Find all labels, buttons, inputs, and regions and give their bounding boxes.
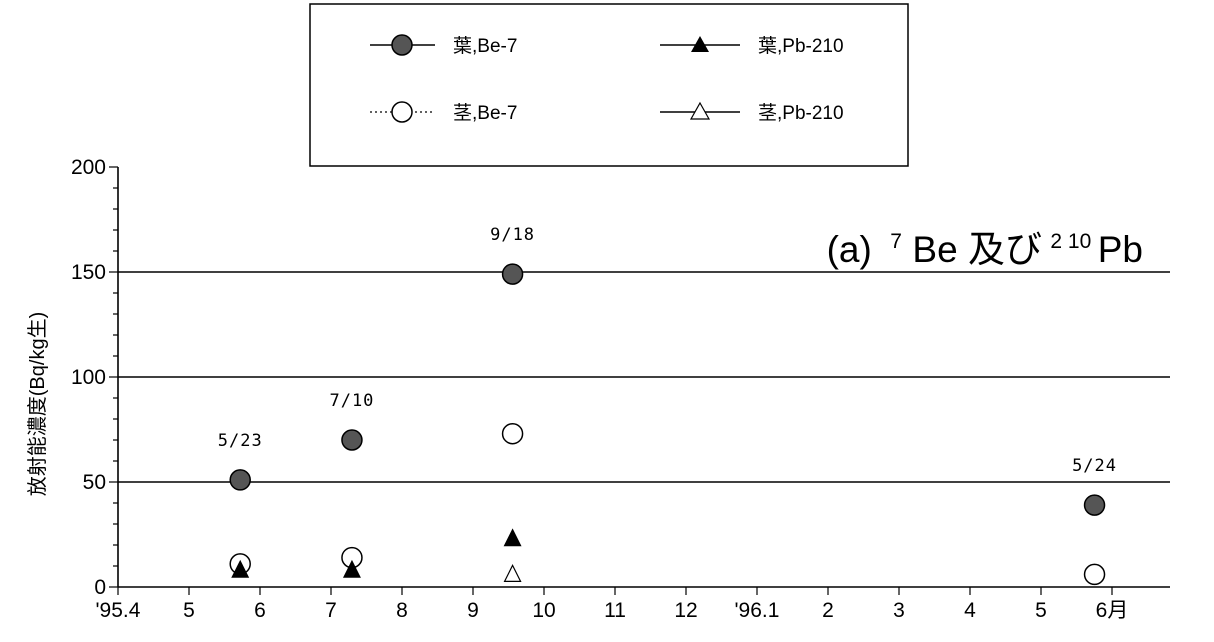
- data-point-filled-triangle: [342, 559, 361, 578]
- x-tick-label: 5: [1035, 599, 1047, 622]
- title-prefix: (a): [827, 229, 872, 270]
- legend-item-leaf-pb210: 葉,Pb-210: [660, 35, 844, 57]
- legend-label: 葉,Pb-210: [758, 35, 844, 57]
- y-tick-label: 100: [71, 366, 106, 389]
- data-point-filled-circle: [341, 429, 363, 451]
- x-tick-label: 6: [254, 599, 266, 622]
- data-point-filled-circle: [229, 469, 251, 491]
- date-annotation: 5/23: [218, 431, 263, 451]
- x-tick-label: 5: [183, 599, 195, 622]
- title-suffix: Pb: [1098, 229, 1143, 270]
- y-tick-label: 200: [71, 156, 106, 179]
- data-point-open-circle: [1083, 563, 1106, 586]
- legend-box: [309, 3, 909, 167]
- title-mid: Be 及び: [912, 229, 1042, 270]
- title-sup-1: 7: [890, 230, 902, 253]
- data-point-filled-circle: [501, 263, 524, 285]
- legend-label: 茎,Be-7: [453, 102, 517, 124]
- y-tick-label: 50: [83, 471, 106, 494]
- data-point-filled-circle: [1083, 494, 1106, 516]
- x-tick-label: 10: [532, 599, 555, 622]
- x-tick-label: 4: [964, 599, 976, 622]
- date-annotation: 7/10: [329, 391, 374, 411]
- x-tick-label: 2: [822, 599, 834, 622]
- x-tick-label: 7: [325, 599, 337, 622]
- x-tick-label: 11: [604, 599, 626, 622]
- data-point-open-circle: [501, 422, 524, 445]
- date-annotation: 9/18: [490, 225, 535, 245]
- data-point-open-triangle: [503, 564, 522, 583]
- legend-item-leaf-be7: 葉,Be-7: [370, 34, 517, 57]
- x-tick-label: '95.4: [96, 599, 141, 622]
- annotations: 5/23 7/10 9/18 5/24: [218, 225, 1117, 476]
- gridlines: [118, 271, 1170, 483]
- x-tick-label: 3: [893, 599, 905, 622]
- chart-title: (a) 7 Be 及び 2 10 Pb: [827, 229, 1143, 270]
- y-axis-ticks: 0 50 100 150 200: [71, 156, 118, 599]
- x-tick-label: 6月: [1096, 599, 1129, 622]
- data-point-filled-triangle: [231, 559, 250, 578]
- y-tick-label: 0: [94, 576, 106, 599]
- y-tick-label: 150: [71, 261, 106, 284]
- data-points: [229, 263, 1106, 586]
- legend: 葉,Be-7 葉,Pb-210 茎,Be-7 茎,Pb-210: [309, 3, 909, 167]
- legend-label: 茎,Pb-210: [758, 102, 844, 124]
- legend-item-stem-be7: 茎,Be-7: [370, 101, 517, 124]
- legend-label: 葉,Be-7: [453, 35, 517, 57]
- legend-item-stem-pb210: 茎,Pb-210: [660, 101, 844, 124]
- title-sup-2: 2 10: [1050, 230, 1091, 253]
- x-axis-ticks: '95.4 5 6 7 8 9 10 11 12 '96.1 2 3 4 5 6月: [96, 587, 1129, 622]
- data-point-filled-triangle: [503, 528, 522, 547]
- x-tick-label: 9: [467, 599, 479, 622]
- x-tick-label: 12: [674, 599, 697, 622]
- x-tick-label: 8: [396, 599, 408, 622]
- y-axis-label: 放射能濃度(Bq/kg生): [26, 312, 49, 496]
- x-tick-label: '96.1: [735, 599, 780, 622]
- date-annotation: 5/24: [1072, 456, 1117, 476]
